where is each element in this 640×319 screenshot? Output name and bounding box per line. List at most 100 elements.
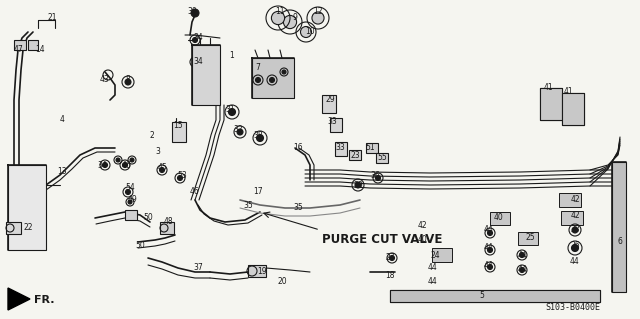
Text: 44: 44 (517, 250, 527, 259)
Bar (490, 212, 510, 225)
Bar (28, 40, 38, 50)
Circle shape (271, 11, 285, 25)
Text: 44: 44 (517, 265, 527, 275)
Bar (559, 193, 581, 207)
Text: 15: 15 (173, 121, 183, 130)
Text: 8: 8 (125, 76, 131, 85)
Text: 49: 49 (127, 196, 137, 204)
Text: 50: 50 (143, 213, 153, 222)
Circle shape (177, 175, 182, 181)
Bar (540, 88, 562, 120)
Text: 47: 47 (13, 46, 23, 55)
Text: 44: 44 (427, 263, 437, 272)
Text: 4: 4 (60, 115, 65, 124)
Circle shape (228, 108, 236, 115)
Text: 41: 41 (563, 87, 573, 97)
Circle shape (355, 182, 361, 188)
Circle shape (193, 60, 198, 64)
Circle shape (390, 256, 394, 261)
Text: 29: 29 (325, 95, 335, 105)
Text: 1: 1 (230, 50, 234, 60)
Text: 50: 50 (135, 241, 145, 249)
Bar (248, 265, 266, 277)
Text: 2: 2 (150, 130, 154, 139)
Polygon shape (8, 288, 30, 310)
Text: 53: 53 (177, 170, 187, 180)
Text: 42: 42 (417, 220, 427, 229)
Circle shape (282, 70, 286, 74)
Bar (160, 222, 174, 234)
Bar (562, 93, 584, 125)
Text: 5: 5 (479, 291, 484, 300)
Text: 10: 10 (305, 27, 315, 36)
Bar (192, 45, 220, 105)
Text: 46: 46 (190, 188, 200, 197)
Text: 20: 20 (277, 278, 287, 286)
Circle shape (257, 135, 264, 142)
Text: 40: 40 (493, 213, 503, 222)
Text: 17: 17 (253, 188, 263, 197)
Text: 23: 23 (350, 151, 360, 160)
Text: 44: 44 (570, 257, 580, 266)
Text: 44: 44 (427, 278, 437, 286)
Circle shape (520, 253, 525, 257)
Text: 32: 32 (233, 125, 243, 135)
Text: 9: 9 (292, 13, 298, 23)
Bar (366, 143, 378, 153)
Text: FR.: FR. (34, 295, 54, 305)
Circle shape (572, 244, 579, 251)
Text: 55: 55 (377, 153, 387, 162)
Bar (612, 162, 626, 292)
Text: 21: 21 (47, 13, 57, 23)
Text: 34: 34 (97, 160, 107, 169)
Bar (6, 222, 21, 234)
Text: 34: 34 (193, 57, 203, 66)
Text: 7: 7 (255, 63, 260, 72)
Circle shape (488, 231, 493, 235)
Circle shape (128, 200, 132, 204)
Text: 51: 51 (365, 144, 375, 152)
Bar (330, 118, 342, 132)
Text: 37: 37 (193, 263, 203, 272)
Circle shape (122, 162, 127, 167)
Circle shape (255, 78, 260, 83)
Text: 43: 43 (100, 76, 110, 85)
Bar (518, 232, 538, 245)
Circle shape (193, 38, 198, 42)
Text: 35: 35 (293, 204, 303, 212)
Text: 54: 54 (125, 183, 135, 192)
Text: 48: 48 (163, 218, 173, 226)
Text: 39: 39 (353, 181, 363, 189)
Bar (8, 165, 46, 250)
Text: 27: 27 (385, 254, 395, 263)
Circle shape (520, 268, 525, 272)
Text: 13: 13 (57, 167, 67, 176)
Text: 45: 45 (157, 164, 167, 173)
Bar (335, 142, 347, 156)
Text: 16: 16 (293, 144, 303, 152)
Text: 34: 34 (193, 33, 203, 42)
Circle shape (125, 189, 131, 195)
Text: 46: 46 (121, 160, 131, 169)
Bar (14, 40, 26, 50)
Circle shape (102, 162, 108, 167)
Text: 40: 40 (417, 235, 427, 244)
Circle shape (191, 9, 199, 17)
Circle shape (125, 79, 131, 85)
Text: 44: 44 (483, 261, 493, 270)
Circle shape (284, 15, 296, 29)
Circle shape (572, 227, 578, 233)
Text: 12: 12 (313, 8, 323, 17)
Text: 30: 30 (187, 8, 197, 17)
Circle shape (269, 78, 275, 83)
Text: 28: 28 (570, 226, 580, 234)
Text: 38: 38 (253, 130, 263, 139)
Circle shape (488, 264, 493, 270)
Text: 42: 42 (570, 196, 580, 204)
Text: 33: 33 (335, 144, 345, 152)
Bar (432, 248, 452, 262)
Circle shape (301, 26, 312, 38)
Text: 41: 41 (543, 84, 553, 93)
Text: 26: 26 (570, 241, 580, 249)
Bar (172, 122, 186, 142)
